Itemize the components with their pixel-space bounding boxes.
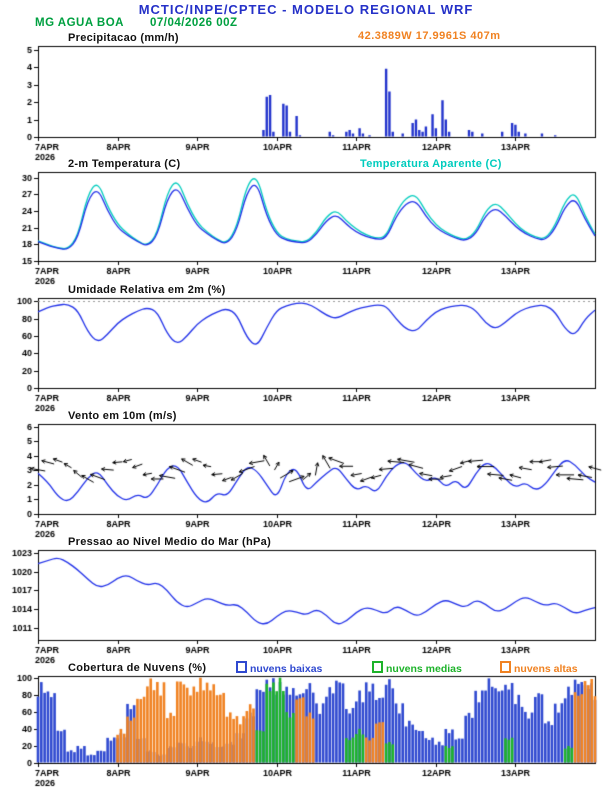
station-name: MG AGUA BOA xyxy=(35,17,124,29)
high-clouds-swatch-icon xyxy=(500,661,511,673)
run-datetime: 07/04/2026 00Z xyxy=(149,17,238,29)
panel-title-clouds: Cobertura de Nuvens (%) xyxy=(68,662,207,674)
panel-title-precipitation: Precipitacao (mm/h) xyxy=(68,32,179,44)
panel-title-humidity: Umidade Relativa em 2m (%) xyxy=(68,284,226,296)
panel-title-pressure: Pressao ao Nivel Medio do Mar (hPa) xyxy=(68,536,272,548)
high-clouds-label: nuvens altas xyxy=(514,663,578,675)
low-clouds-label: nuvens baixas xyxy=(250,663,323,675)
legend-mid-clouds: nuvens medias xyxy=(372,661,462,675)
panel-title-temperature: 2-m Temperatura (C) xyxy=(68,158,181,170)
location-label: 42.3889W 17.9961S 407m xyxy=(358,30,501,42)
low-clouds-swatch-icon xyxy=(236,661,247,673)
panel-title-wind: Vento em 10m (m/s) xyxy=(68,410,177,422)
legend-low-clouds: nuvens baixas xyxy=(236,661,322,675)
station-line: MG AGUA BOA 07/04/2026 00Z xyxy=(35,17,238,29)
apparent-temperature-label: Temperatura Aparente (C) xyxy=(360,158,502,170)
legend-high-clouds: nuvens altas xyxy=(500,661,578,675)
mid-clouds-swatch-icon xyxy=(372,661,383,673)
mid-clouds-label: nuvens medias xyxy=(386,663,462,675)
page-title: MCTIC/INPE/CPTEC - MODELO REGIONAL WRF xyxy=(138,2,474,17)
